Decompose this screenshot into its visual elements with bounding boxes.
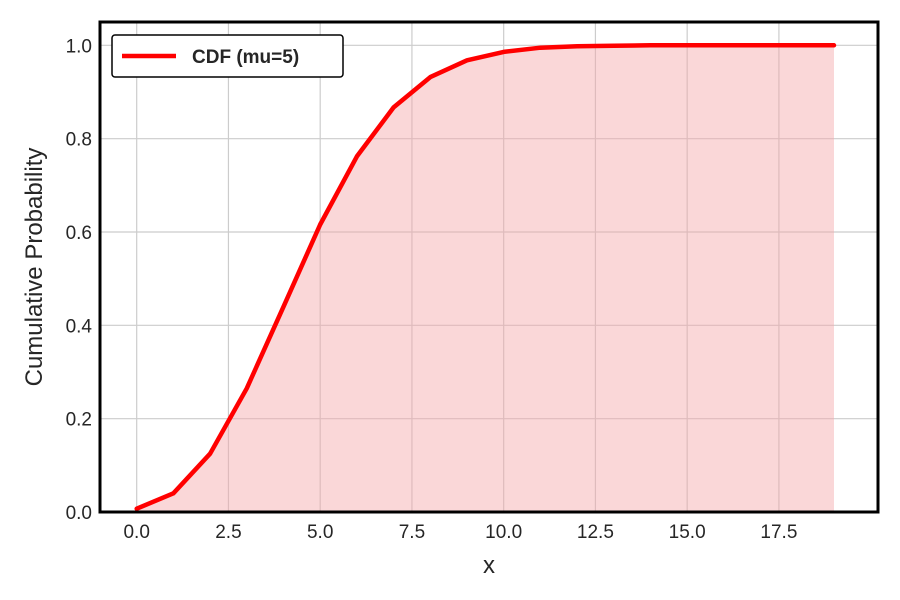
y-tick-label: 0.2 — [66, 410, 92, 431]
legend: CDF (mu=5) — [111, 34, 344, 78]
x-tick-label: 10.0 — [485, 522, 522, 543]
y-tick-label: 1.0 — [66, 36, 92, 57]
x-axis-label: x — [483, 552, 495, 579]
y-tick-label: 0.8 — [66, 130, 92, 151]
x-tick-label: 12.5 — [577, 522, 614, 543]
cdf-line — [134, 43, 837, 511]
line-layer — [134, 43, 837, 511]
y-tick-label: 0.0 — [66, 503, 92, 524]
plot-frame — [98, 20, 880, 514]
x-tick-label: 2.5 — [215, 522, 241, 543]
x-tick-label: 5.0 — [307, 522, 333, 543]
y-tick-label: 0.6 — [66, 223, 92, 244]
legend-box — [111, 34, 344, 78]
y-tick-labels: 0.0 0.2 0.4 0.6 0.8 1.0 — [66, 36, 93, 524]
x-tick-labels: 0.0 2.5 5.0 7.5 10.0 12.5 15.0 17.5 — [123, 522, 797, 543]
x-tick-label: 0.0 — [123, 522, 149, 543]
area-layer — [136, 45, 834, 513]
legend-label: CDF (mu=5) — [192, 47, 299, 68]
x-tick-label: 17.5 — [760, 522, 797, 543]
x-tick-label: 15.0 — [669, 522, 706, 543]
y-tick-label: 0.4 — [66, 316, 93, 337]
y-axis-label: Cumulative Probability — [21, 148, 48, 387]
x-tick-label: 7.5 — [399, 522, 425, 543]
cdf-area-fill — [136, 45, 834, 513]
